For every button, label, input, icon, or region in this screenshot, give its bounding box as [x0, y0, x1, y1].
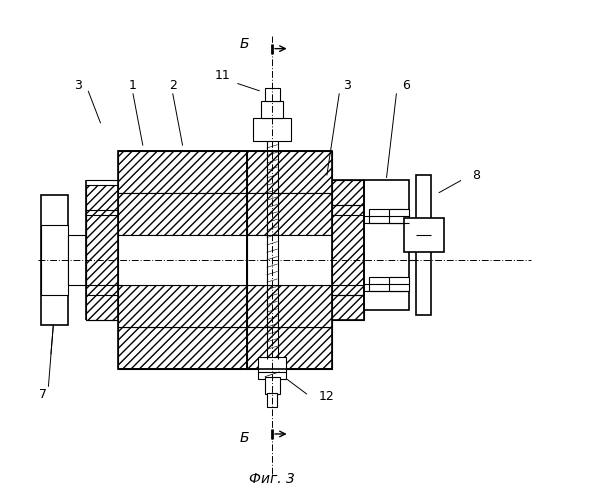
Bar	[86, 186, 118, 320]
Text: 11: 11	[214, 70, 230, 82]
Text: 3: 3	[343, 80, 350, 92]
Bar	[86, 210, 118, 294]
Bar	[118, 150, 247, 370]
Text: 12: 12	[319, 390, 334, 403]
Bar	[265, 377, 280, 394]
Text: 2: 2	[169, 80, 176, 92]
Bar	[68, 235, 86, 285]
Bar	[332, 180, 364, 320]
Bar	[332, 205, 364, 294]
Bar	[247, 327, 332, 370]
Bar	[389, 278, 409, 291]
Bar	[41, 196, 68, 324]
Bar	[247, 285, 332, 327]
Bar	[118, 235, 247, 285]
Text: Б: Б	[240, 36, 249, 51]
Bar	[41, 225, 68, 294]
Bar	[364, 180, 409, 310]
Text: 8: 8	[472, 169, 480, 182]
Bar	[118, 285, 247, 327]
Bar	[267, 392, 277, 406]
Bar	[253, 118, 291, 141]
Bar	[389, 208, 409, 222]
Bar	[369, 208, 404, 222]
Bar	[118, 193, 247, 235]
Text: 1: 1	[129, 80, 137, 92]
Bar	[247, 150, 332, 370]
Text: Б: Б	[240, 431, 249, 445]
Text: 3: 3	[74, 80, 82, 92]
Text: Фиг. 3: Фиг. 3	[249, 472, 295, 486]
Bar	[118, 150, 247, 193]
Bar	[247, 235, 332, 285]
Bar	[118, 327, 247, 370]
Bar	[404, 218, 444, 252]
Bar	[258, 357, 286, 380]
Bar	[416, 176, 431, 314]
Bar	[247, 193, 332, 235]
Text: 6: 6	[403, 80, 410, 92]
Bar	[369, 278, 404, 291]
Bar	[247, 150, 332, 193]
Bar	[265, 88, 280, 101]
Text: 7: 7	[39, 388, 48, 400]
Bar	[261, 101, 283, 118]
